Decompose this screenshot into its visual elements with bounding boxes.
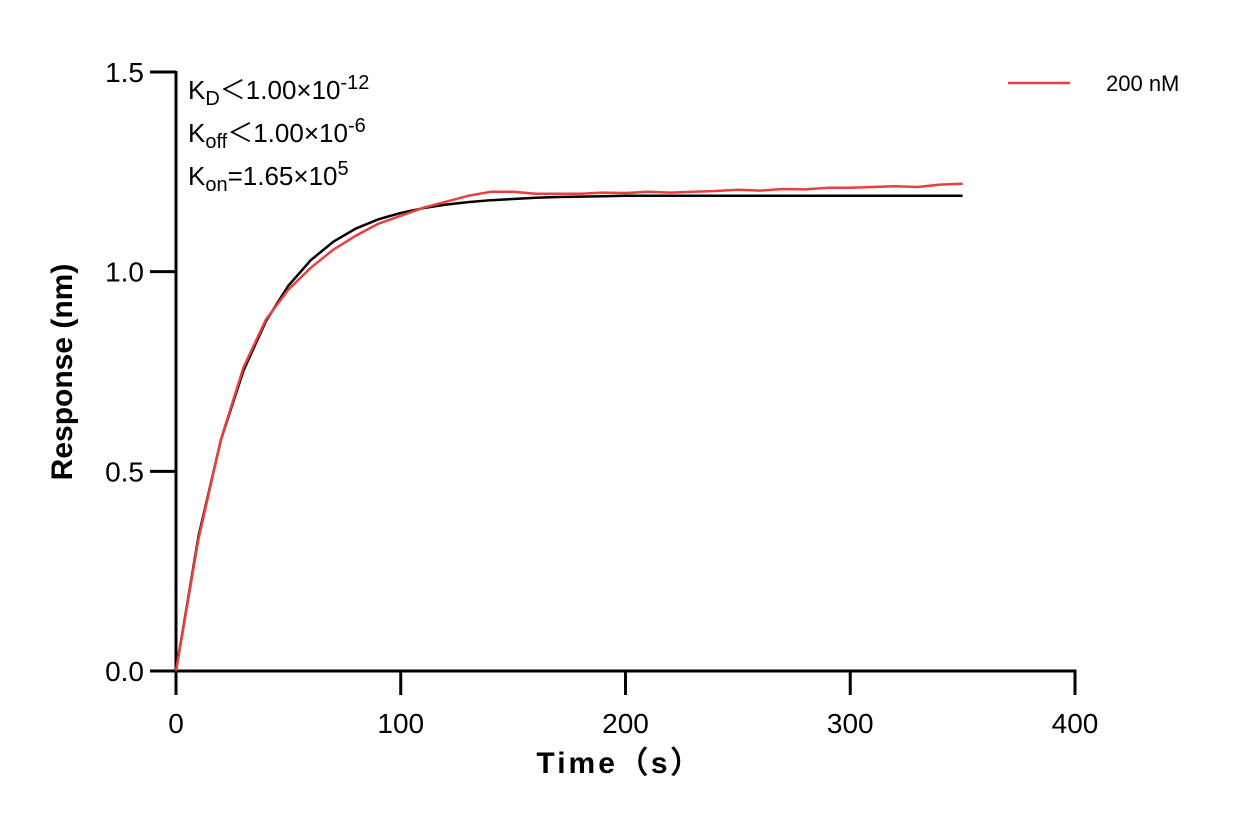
annotation-part: ＜1.00×10 — [227, 118, 348, 148]
x-tick-label: 300 — [827, 708, 874, 739]
annotation-part: ＜1.00×10 — [220, 75, 341, 105]
y-tick-label: 0.0 — [105, 656, 144, 687]
annotation-part: -12 — [341, 72, 370, 94]
annotation-part: off — [205, 131, 227, 153]
annotation-part: -6 — [348, 115, 366, 137]
x-tick-label: 200 — [602, 708, 649, 739]
annotation-part: K — [188, 118, 206, 148]
annotation-part: 5 — [337, 158, 348, 180]
annotation-part: K — [188, 161, 206, 191]
annotation: Kon=1.65×105 — [188, 158, 349, 196]
x-tick-label: 100 — [377, 708, 424, 739]
annotation-part: K — [188, 75, 206, 105]
annotation: Koff＜1.00×10-6 — [188, 115, 366, 153]
annotation-part: =1.65×10 — [228, 161, 338, 191]
annotation-part: on — [205, 174, 227, 196]
data-line — [174, 182, 963, 672]
annotation-part: D — [205, 88, 219, 110]
y-tick-label: 1.5 — [105, 57, 144, 88]
y-axis-label: Response (nm) — [46, 264, 79, 481]
y-tick-label: 0.5 — [105, 456, 144, 487]
annotation: KD＜1.00×10-12 — [188, 72, 369, 110]
x-tick-label: 400 — [1052, 708, 1099, 739]
x-tick-label: 0 — [168, 708, 184, 739]
data-line — [174, 194, 963, 672]
x-axis-label: Time（s） — [536, 746, 703, 780]
legend-label: 200 nM — [1106, 71, 1179, 96]
y-tick-label: 1.0 — [105, 257, 144, 288]
